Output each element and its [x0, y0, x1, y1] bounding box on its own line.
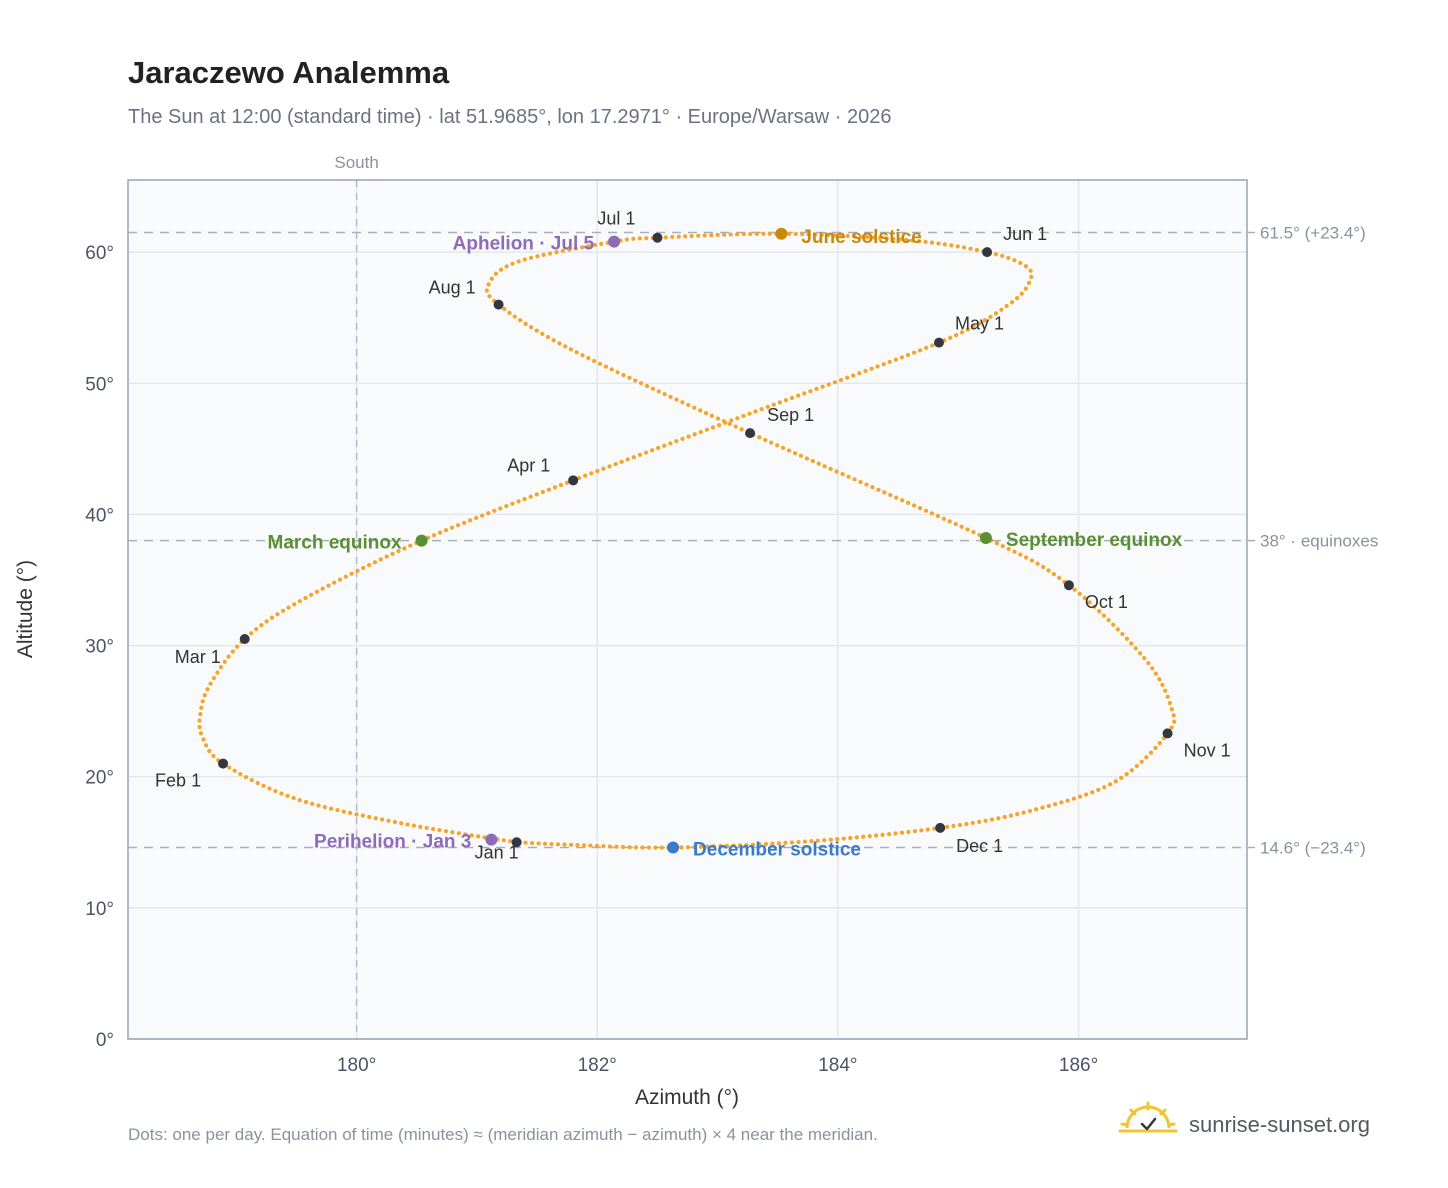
month-marker-label: Dec 1	[956, 836, 1003, 856]
event-label: September equinox	[1006, 530, 1183, 551]
event-label: March equinox	[268, 533, 403, 554]
month-marker-dot	[1162, 728, 1173, 739]
month-marker-label: Apr 1	[507, 455, 550, 475]
sun-logo-icon	[1118, 1101, 1178, 1133]
month-marker-label: Sep 1	[767, 405, 814, 425]
month-marker-dot	[493, 299, 504, 310]
analemma-daily-dots	[197, 231, 1177, 850]
month-markers: Jan 1 Feb 1 Mar 1 Apr 1 May 1 Jun 1 Jul 1 Aug 1…	[155, 209, 1231, 863]
month-marker-label: Jun 1	[1003, 224, 1047, 244]
month-marker-dot	[218, 758, 229, 769]
reference-line-label: 14.6° (−23.4°)	[1260, 839, 1366, 858]
plot-area	[128, 180, 1247, 1039]
y-tick-label: 20°	[85, 768, 114, 789]
y-tick-label: 30°	[85, 637, 114, 658]
month-marker-dot	[982, 247, 993, 258]
y-tick-label: 0°	[96, 1030, 114, 1051]
month-marker-label: Feb 1	[155, 771, 201, 791]
event-marker-dot	[667, 841, 680, 854]
month-marker-dot	[568, 475, 579, 486]
event-markers: June solstice Aphelion · Jul 5 March equin…	[268, 227, 1183, 861]
month-marker-label: Oct 1	[1085, 592, 1128, 612]
event-label: June solstice	[801, 227, 921, 248]
month-marker-dot	[933, 337, 944, 348]
event-marker-dot	[775, 227, 788, 240]
reference-line-label: 38° · equinoxes	[1260, 532, 1378, 551]
event-marker-dot	[979, 532, 992, 545]
month-marker-dot	[652, 232, 663, 243]
analemma-dots	[197, 231, 1177, 850]
x-tick-label: 186°	[1059, 1055, 1098, 1076]
month-marker-label: Mar 1	[175, 647, 221, 667]
event-label: Aphelion · Jul 5	[453, 234, 595, 255]
axis-ticks: 0° 10° 20° 30° 40° 50° 60° 180° 182° 184° 186°	[85, 243, 1098, 1076]
event-marker-dot	[485, 833, 498, 846]
month-marker-label: Nov 1	[1184, 740, 1231, 760]
month-marker-dot	[745, 428, 756, 439]
x-tick-label: 180°	[337, 1055, 376, 1076]
month-marker-label: Jul 1	[597, 209, 635, 229]
x-tick-label: 184°	[818, 1055, 857, 1076]
y-tick-label: 40°	[85, 505, 114, 526]
reference-line-label: 61.5° (+23.4°)	[1260, 223, 1366, 242]
brand-name: sunrise-sunset.org	[1189, 1112, 1370, 1137]
month-marker-dot	[239, 634, 250, 645]
reference-lines: South 61.5° (+23.4°) 38° · equinoxes 14.6° …	[128, 153, 1378, 1039]
y-tick-label: 60°	[85, 243, 114, 264]
y-axis-title: Altitude (°)	[14, 560, 37, 658]
chart-title: Jaraczewo Analemma	[128, 55, 450, 90]
south-label: South	[334, 153, 378, 172]
event-marker-dot	[608, 235, 621, 248]
month-marker-label: Jan 1	[475, 842, 519, 862]
month-marker-dot	[511, 837, 522, 848]
event-label: December solstice	[693, 840, 861, 861]
y-tick-label: 50°	[85, 374, 114, 395]
plot-frame	[127, 179, 1248, 1040]
month-marker-label: Aug 1	[429, 278, 476, 298]
y-tick-label: 10°	[85, 899, 114, 920]
event-marker-dot	[415, 534, 428, 547]
month-marker-dot	[1063, 580, 1074, 591]
event-label: Perihelion · Jan 3	[314, 832, 471, 853]
month-marker-label: May 1	[955, 314, 1004, 334]
month-marker-dot	[935, 822, 946, 833]
x-axis-title: Azimuth (°)	[635, 1086, 739, 1109]
chart-subtitle: The Sun at 12:00 (standard time) · lat 5…	[128, 106, 891, 128]
footer-note: Dots: one per day. Equation of time (min…	[128, 1125, 878, 1144]
x-tick-label: 182°	[578, 1055, 617, 1076]
